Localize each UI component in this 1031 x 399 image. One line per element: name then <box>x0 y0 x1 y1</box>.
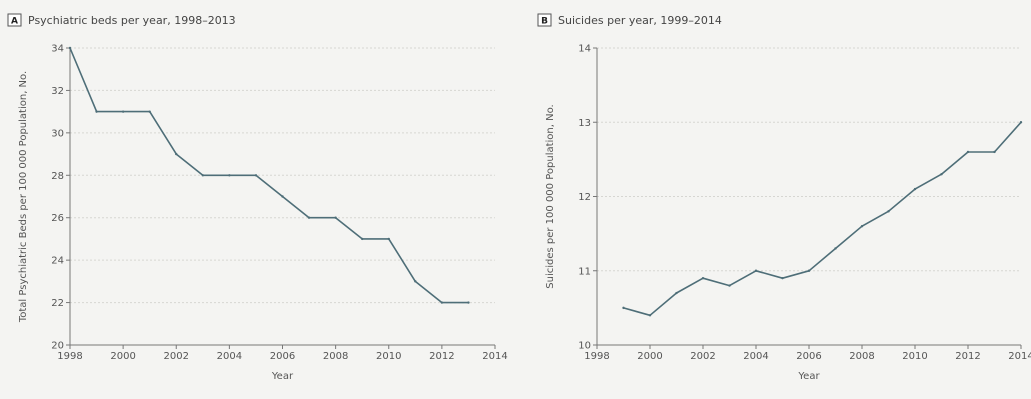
x-axis-title: Year <box>271 371 294 382</box>
x-tick-label: 2008 <box>323 351 348 362</box>
y-tick-label: 30 <box>51 128 64 139</box>
y-tick-label: 12 <box>578 192 591 203</box>
x-tick-label: 2002 <box>690 351 715 362</box>
chart-panel-b: B Suicides per year, 1999–2014 10 11 12 13 14 1… <box>537 13 1031 382</box>
x-tick-label: 2010 <box>376 351 401 362</box>
data-point <box>913 187 917 191</box>
series-line <box>69 47 469 304</box>
x-tick-label: 2014 <box>1008 351 1031 362</box>
data-point <box>334 216 337 219</box>
data-point <box>121 110 125 113</box>
data-point <box>175 152 178 156</box>
data-point <box>675 291 678 295</box>
x-tick-label: 2002 <box>164 351 189 362</box>
y-tick-label: 28 <box>51 171 64 182</box>
y-axis-title: Suicides per 100 000 Population, No. <box>545 104 556 288</box>
data-point <box>387 237 390 241</box>
data-point <box>440 301 444 304</box>
x-tick-label: 2012 <box>955 351 980 362</box>
x-tick-label: 2012 <box>429 351 454 362</box>
panel-tag-box <box>537 13 552 27</box>
x-tick-label: 2004 <box>743 351 768 362</box>
y-tick-label: 26 <box>51 213 64 224</box>
data-point <box>622 306 625 310</box>
x-tick-label: 2008 <box>849 351 874 362</box>
data-point <box>807 269 811 272</box>
data-point <box>754 269 758 272</box>
x-tick-label: 2010 <box>902 351 927 362</box>
x-tick-label: 2004 <box>217 351 242 362</box>
series-line <box>623 121 1022 317</box>
data-point <box>68 46 72 50</box>
data-point <box>834 247 837 250</box>
x-tick-label: 2006 <box>270 351 295 362</box>
data-point <box>860 225 864 228</box>
data-point <box>95 110 98 113</box>
data-point <box>228 174 231 177</box>
x-axis-title: Year <box>797 371 820 382</box>
panel-tag-label: A <box>11 17 18 27</box>
data-point <box>414 280 417 283</box>
y-tick-label: 14 <box>578 44 591 55</box>
y-tick-label: 22 <box>51 298 64 309</box>
data-point <box>1019 121 1023 124</box>
panel-tag-label: B <box>541 17 548 27</box>
y-tick-label: 10 <box>578 341 591 352</box>
chart-title: Psychiatric beds per year, 1998–2013 <box>28 14 236 27</box>
y-tick-label: 32 <box>51 86 64 97</box>
data-point <box>201 174 205 177</box>
data-point <box>940 173 943 176</box>
x-tick-label: 2000 <box>110 351 135 362</box>
data-point <box>148 110 151 113</box>
data-point <box>467 301 470 304</box>
data-point <box>728 284 731 287</box>
x-tick-label: 1998 <box>584 351 609 362</box>
data-point <box>254 174 258 177</box>
data-point <box>993 150 996 154</box>
data-point <box>887 210 890 213</box>
x-tick-label: 2014 <box>482 351 507 362</box>
x-tick-label: 2000 <box>637 351 662 362</box>
y-tick-label: 34 <box>51 44 64 55</box>
data-point <box>966 150 970 154</box>
y-tick-label: 11 <box>578 266 591 277</box>
panel-tag-box <box>7 13 22 27</box>
y-axis-title: Total Psychiatric Beds per 100 000 Popul… <box>18 71 29 323</box>
x-tick-label: 1998 <box>57 351 82 362</box>
y-tick-label: 24 <box>51 256 64 267</box>
data-point <box>781 276 784 280</box>
data-point <box>701 276 705 280</box>
y-tick-label: 20 <box>51 341 64 352</box>
data-point <box>360 237 364 241</box>
x-tick-label: 2006 <box>796 351 821 362</box>
data-point <box>648 314 652 317</box>
data-point <box>307 216 311 219</box>
data-point <box>281 195 284 198</box>
y-tick-label: 13 <box>578 118 591 129</box>
chart-title: Suicides per year, 1999–2014 <box>558 14 722 27</box>
chart-panel-a: A Psychiatric beds per year, 1998–2013 20 2… <box>7 13 508 382</box>
